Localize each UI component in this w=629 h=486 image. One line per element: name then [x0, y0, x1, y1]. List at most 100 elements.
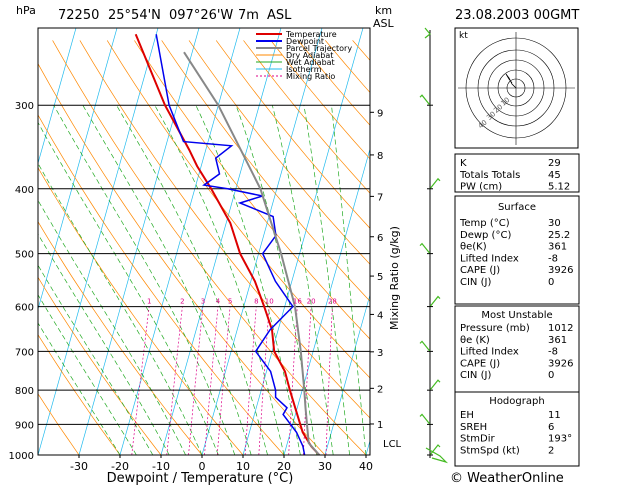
dewpoint-profile	[155, 34, 306, 455]
temperature-tick-label: 30	[318, 460, 332, 473]
table-row-value: 3926	[548, 358, 573, 369]
legend-item-dry-adiabat: Dry Adiabat	[286, 51, 333, 60]
wet-adiabat-line	[235, 105, 318, 455]
table-row-value: 25.2	[548, 230, 570, 241]
table-row-value: 6	[548, 422, 554, 433]
mixing-ratio-label: 5	[228, 298, 232, 306]
table-row-value: -8	[548, 347, 558, 358]
table-row-label: Dewp (°C)	[460, 230, 511, 241]
mixing-ratio-label: 3	[201, 298, 205, 306]
wet-adiabat-line	[154, 105, 285, 455]
wet-adiabat-line	[303, 105, 350, 455]
table-row-label: SREH	[460, 422, 487, 433]
wet-adiabat-line	[38, 294, 137, 455]
km-tick-label: 7	[377, 192, 383, 203]
mixing-ratio-line	[188, 306, 204, 455]
wet-adiabat-line	[38, 121, 219, 455]
temperature-tick-label: 10	[236, 460, 250, 473]
table-row-label: θe(K)	[460, 242, 487, 253]
mixing-ratio-line	[244, 306, 257, 455]
lcl-label: LCL	[383, 439, 402, 450]
datetime: 23.08.2003 00GMT	[455, 8, 579, 23]
table-row-value: 361	[548, 242, 567, 253]
hodograph-ring-label: 10	[499, 96, 511, 108]
wind-barb	[429, 295, 441, 307]
pressure-tick-label: 800	[15, 386, 34, 397]
table-row-label: Lifted Index	[460, 253, 519, 264]
mixing-ratio-axis-title: Mixing Ratio (g/kg)	[388, 226, 401, 330]
station-lat: 25°54'N	[108, 8, 161, 23]
hodograph-kt-label: kt	[459, 31, 468, 41]
dry-adiabat-line	[38, 166, 244, 455]
table-row-label: CAPE (J)	[460, 265, 500, 276]
dry-adiabat-line	[215, 40, 370, 229]
table-row-label: StmDir	[460, 434, 495, 445]
table-row-label: θe (K)	[460, 335, 490, 346]
km-tick-label: 6	[377, 233, 383, 244]
dry-adiabat-line	[188, 40, 370, 265]
wet-adiabat-line	[116, 105, 268, 455]
table-row-value: 30	[548, 218, 561, 229]
km-tick-label: 2	[377, 384, 383, 395]
isotherm-line	[38, 28, 159, 455]
isotherm-line	[324, 293, 370, 455]
km-tick-label: 1	[377, 420, 383, 431]
wet-adiabat-line	[38, 322, 121, 455]
temperature-tick-label: 0	[199, 460, 206, 473]
station-elevation-unit: ASL	[267, 8, 292, 23]
temperature-tick-label: -10	[152, 460, 170, 473]
table-row-label: Temp (°C)	[459, 218, 510, 229]
legend-item-dewpoint: Dewpoint	[286, 37, 324, 46]
hodograph-table	[454, 391, 580, 467]
km-tick-label: 4	[377, 310, 383, 321]
hodograph-ring-label: 30	[485, 110, 497, 122]
mixing-ratio-label: 1	[147, 298, 151, 306]
table-row-value: 3926	[548, 265, 573, 276]
table-row-value: 11	[548, 410, 561, 421]
table-row-value: 193°	[548, 434, 572, 445]
parcel-trajectory	[183, 51, 321, 455]
temperature-tick-label: -30	[70, 460, 88, 473]
pressure-unit-label: hPa	[16, 4, 36, 17]
km-tick-label: 5	[377, 272, 383, 283]
wind-barb	[425, 447, 449, 464]
indices-table	[454, 153, 580, 193]
most-unstable-title: Most Unstable	[481, 310, 552, 321]
wind-barb	[429, 379, 441, 391]
mixing-ratio-label: 16	[293, 298, 302, 306]
mixing-ratio-label: 4	[216, 298, 221, 306]
isotherm-line	[38, 28, 77, 165]
table-row-value: 29	[548, 158, 561, 169]
isotherm-line	[201, 28, 323, 455]
wet-adiabat-line	[38, 199, 186, 455]
isotherm-line	[119, 28, 241, 455]
table-row-value: 2	[548, 445, 554, 456]
dry-adiabat-line	[52, 40, 367, 455]
table-row-label: CIN (J)	[460, 370, 491, 381]
table-row-label: StmSpd (kt)	[460, 445, 520, 456]
pressure-tick-label: 300	[15, 101, 34, 112]
hodograph-ring-label: 40	[477, 118, 489, 130]
table-row-value: 1012	[548, 323, 573, 334]
weatheronline-credit: © WeatherOnline	[450, 471, 564, 486]
isotherm-line	[38, 28, 118, 311]
wind-barb	[424, 27, 431, 39]
mixing-ratio-line	[204, 306, 219, 455]
wet-adiabat-line	[271, 105, 334, 455]
table-row-label: PW (cm)	[460, 182, 502, 193]
table-row-value: 0	[548, 370, 554, 381]
wind-barb	[429, 177, 441, 190]
wet-adiabat-line	[82, 105, 252, 455]
temperature-profile	[134, 33, 321, 455]
table-row-value: 361	[548, 335, 567, 346]
table-row-label: CIN (J)	[460, 277, 491, 288]
dry-adiabat-line	[38, 393, 80, 455]
km-label: km	[375, 4, 392, 17]
wind-barb	[419, 413, 431, 425]
most-unstable-table	[454, 305, 580, 403]
isotherm-line	[160, 28, 282, 455]
legend-item-parcel: Parcel Trajectory	[286, 44, 352, 53]
